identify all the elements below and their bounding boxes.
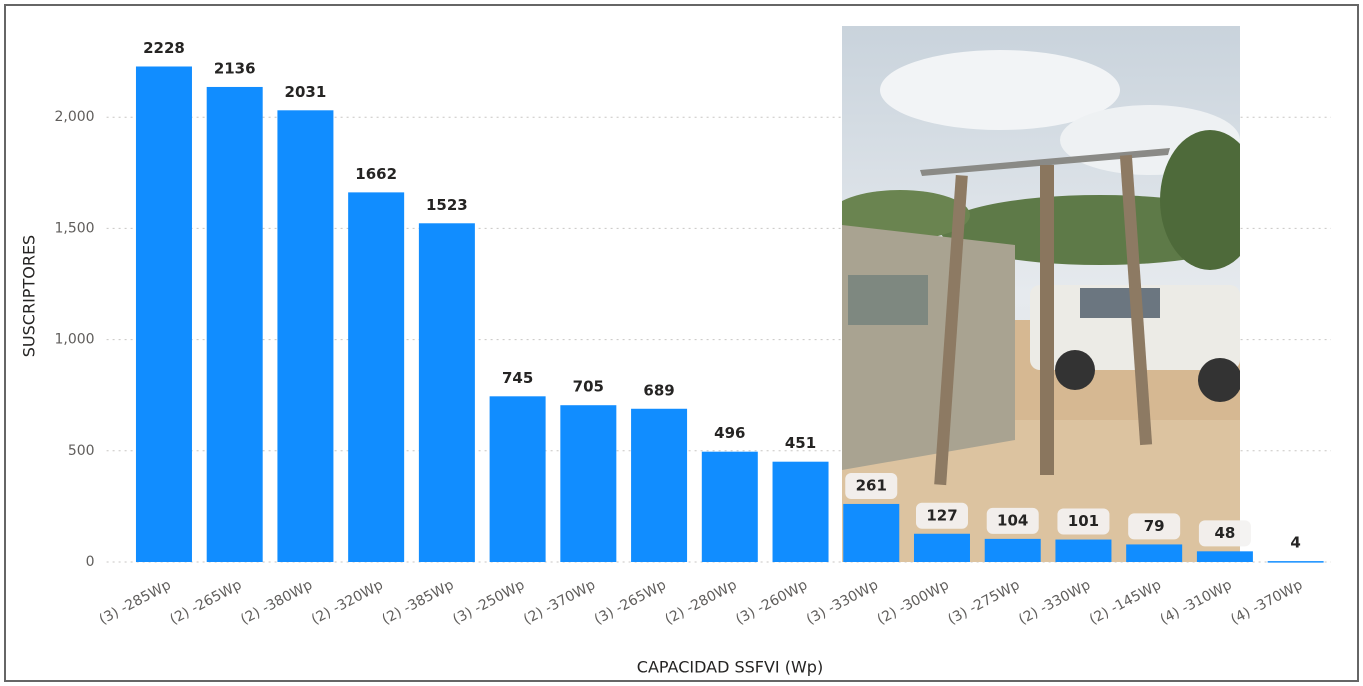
value-label: 4 [1290,534,1300,552]
value-label: 1662 [355,165,397,183]
bar [206,86,263,562]
bar [913,533,970,562]
bar [984,538,1041,562]
bar [1267,561,1324,563]
value-label-bg [1128,513,1181,540]
value-label: 745 [502,369,533,387]
bar [418,223,475,563]
value-label: 689 [643,381,674,399]
bar [489,396,546,562]
value-label-bg [1057,508,1110,535]
bar [772,461,829,562]
bar [1055,539,1112,562]
value-label: 48 [1214,524,1235,542]
bar [1126,544,1183,562]
bar [843,503,900,562]
bar [348,192,405,562]
y-tick-label: 500 [68,443,95,459]
value-label: 2136 [214,59,256,77]
value-label: 1523 [426,196,468,214]
bar [560,405,617,562]
value-label: 104 [997,511,1028,529]
value-label-bg [915,502,968,529]
value-label: 261 [856,476,887,494]
value-label: 2031 [285,83,327,101]
value-label-bg [986,507,1039,534]
bar [277,110,334,562]
y-axis-title: SUSCRIPTORES [20,235,39,357]
value-label: 79 [1144,517,1165,535]
value-label: 127 [926,506,957,524]
y-tick-label: 1,500 [55,220,95,236]
bar [631,408,688,562]
bar [135,66,192,562]
x-axis-title: CAPACIDAD SSFVI (Wp) [637,658,823,677]
value-label: 2228 [143,39,185,57]
value-label: 101 [1068,512,1099,530]
value-label: 496 [714,424,745,442]
y-tick-label: 0 [86,554,95,570]
value-label: 451 [785,434,816,452]
photo [842,26,1240,562]
value-label: 705 [573,378,604,396]
bar [1196,551,1253,562]
bar [701,451,758,562]
value-label-bg [1198,520,1251,547]
y-tick-label: 2,000 [55,109,95,125]
value-label-bg [845,472,898,499]
y-tick-label: 1,000 [55,332,95,348]
